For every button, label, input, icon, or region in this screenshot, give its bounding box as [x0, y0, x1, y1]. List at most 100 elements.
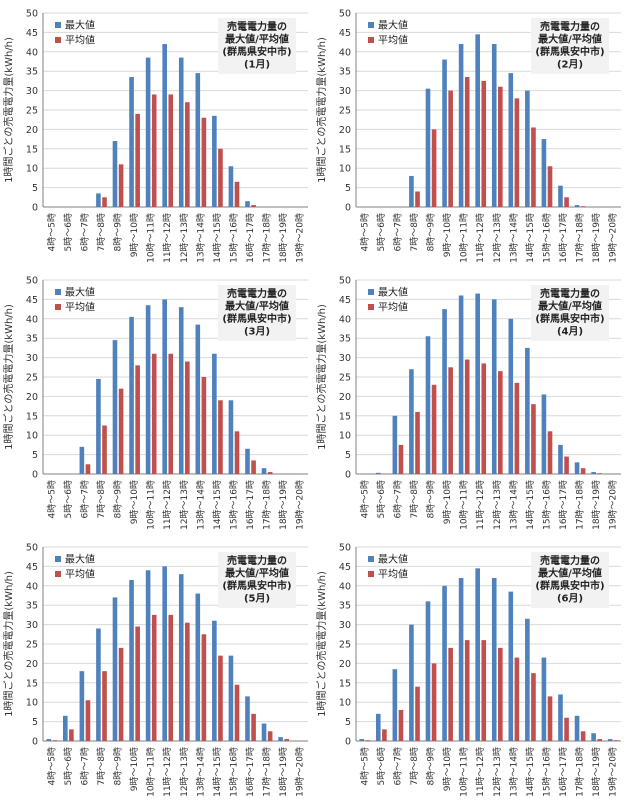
- bar-max: [425, 336, 431, 474]
- chart-title-line: (群馬県安中市): [535, 312, 604, 325]
- x-tick-label: 11時～12時: [162, 213, 173, 263]
- y-tick-label: 0: [32, 203, 38, 214]
- y-tick-label: 20: [339, 125, 351, 136]
- bar-avg: [102, 425, 107, 474]
- bar-max: [525, 90, 530, 207]
- x-tick-label: 13時～14時: [508, 480, 519, 530]
- bar-max: [508, 73, 514, 207]
- chart-panel-jun: 0 5 10 15 20 25 30 35 40 45 50 1時間ごとの売電電力量(kWh/h) 4時…: [313, 534, 626, 799]
- x-tick-label: 16時～17時: [558, 747, 569, 797]
- bar-avg: [514, 98, 520, 207]
- chart-title-line: (4月): [557, 326, 583, 338]
- bar-avg: [580, 206, 586, 207]
- legend-swatch-avg: [55, 304, 61, 310]
- y-tick-label: 25: [339, 106, 351, 117]
- x-tick-label: 8時～9時: [113, 747, 124, 785]
- bar-avg: [415, 191, 420, 207]
- bar-chart: 0 5 10 15 20 25 30 35 40 45 50 1時間ごとの売電電力量(kWh/h) 4時…: [2, 276, 308, 530]
- title-box: [531, 285, 609, 341]
- y-tick-label: 50: [26, 9, 38, 20]
- bar-max: [491, 299, 497, 474]
- y-tick-label: 50: [26, 276, 38, 287]
- bar-avg: [218, 400, 223, 474]
- bar-max: [79, 671, 85, 741]
- bar-max: [475, 293, 480, 474]
- bar-avg: [102, 671, 107, 741]
- x-tick-label: 12時～13時: [179, 213, 190, 263]
- bar-avg: [151, 614, 157, 741]
- x-tick-label: 11時～12時: [162, 747, 173, 797]
- chart-title-line: 売電電力量の: [540, 20, 600, 33]
- y-tick-label: 10: [339, 698, 351, 709]
- y-tick-label: 40: [339, 581, 351, 592]
- bar-max: [458, 295, 464, 474]
- x-tick-label: 4時～5時: [46, 747, 57, 785]
- x-tick-label: 14時～15時: [525, 747, 536, 797]
- legend-swatch-max: [55, 289, 61, 295]
- x-tick-label: 8時～9時: [113, 213, 124, 251]
- legend-label: 最大値: [65, 286, 95, 299]
- bar-max: [574, 462, 580, 474]
- y-tick-label: 0: [32, 737, 38, 748]
- x-tick-label: 12時～13時: [492, 480, 503, 530]
- x-tick-label: 18時～19時: [591, 747, 602, 797]
- x-tick-label: 11時～12時: [475, 213, 486, 263]
- x-tick-label: 4時～5時: [46, 213, 57, 251]
- bar-avg: [498, 86, 503, 207]
- bar-max: [96, 378, 101, 474]
- x-tick-label: 7時～8時: [96, 213, 107, 251]
- bar-max: [245, 448, 250, 474]
- bar-max: [491, 44, 497, 207]
- bar-max: [145, 570, 151, 741]
- x-tick-label: 6時～7時: [392, 480, 403, 518]
- y-tick-label: 25: [339, 640, 351, 651]
- bar-avg: [514, 382, 520, 474]
- y-tick-label: 20: [26, 659, 38, 670]
- y-axis-label: 1時間ごとの売電電力量(kWh/h): [315, 571, 328, 717]
- bar-avg: [135, 626, 140, 741]
- chart-title-line: 最大値/平均値: [538, 567, 602, 580]
- y-tick-label: 50: [339, 9, 351, 20]
- y-tick-label: 35: [26, 67, 38, 78]
- bar-max: [212, 620, 217, 741]
- chart-title-line: (群馬県安中市): [222, 312, 291, 325]
- legend-label: 平均値: [378, 301, 408, 314]
- x-tick-label: 5時～6時: [376, 480, 387, 518]
- chart-title-line: 最大値/平均値: [225, 567, 289, 580]
- bar-avg: [398, 444, 404, 474]
- bar-avg: [448, 367, 453, 474]
- x-tick-label: 16時～17時: [245, 747, 256, 797]
- bar-max: [212, 353, 217, 474]
- x-tick-label: 4時～5時: [359, 213, 370, 251]
- x-tick-label: 15時～16時: [541, 213, 552, 263]
- x-tick-label: 15時～16時: [541, 747, 552, 797]
- bar-max: [475, 568, 480, 741]
- bar-max: [261, 468, 267, 474]
- legend-swatch-max: [55, 556, 61, 562]
- bar-avg: [431, 663, 437, 741]
- x-tick-label: 10時～11時: [459, 480, 470, 530]
- chart-panel-jan: 0 5 10 15 20 25 30 35 40 45 50 1時間ごとの売電電力量(kWh/h) 4時…: [0, 0, 313, 265]
- x-tick-label: 14時～15時: [212, 213, 223, 263]
- bar-avg: [464, 359, 470, 474]
- chart-title-line: 最大値/平均値: [538, 33, 602, 46]
- bar-avg: [168, 614, 174, 741]
- x-tick-label: 16時～17時: [558, 480, 569, 530]
- x-tick-label: 8時～9時: [113, 480, 124, 518]
- x-tick-label: 9時～10時: [442, 213, 453, 257]
- x-tick-label: 9時～10時: [129, 747, 140, 791]
- bar-avg: [234, 181, 240, 207]
- bar-max: [62, 715, 68, 741]
- bar-avg: [564, 717, 569, 741]
- bar-max: [558, 185, 563, 207]
- x-tick-label: 19時～20時: [608, 480, 619, 530]
- y-tick-label: 45: [26, 295, 38, 306]
- bar-avg: [597, 739, 603, 741]
- y-tick-label: 45: [339, 28, 351, 39]
- x-tick-label: 5時～6時: [376, 213, 387, 251]
- legend-swatch-max: [368, 22, 374, 28]
- bar-avg: [168, 94, 174, 207]
- bar-avg: [85, 464, 91, 474]
- bar-avg: [382, 729, 387, 741]
- y-tick-label: 5: [345, 450, 351, 461]
